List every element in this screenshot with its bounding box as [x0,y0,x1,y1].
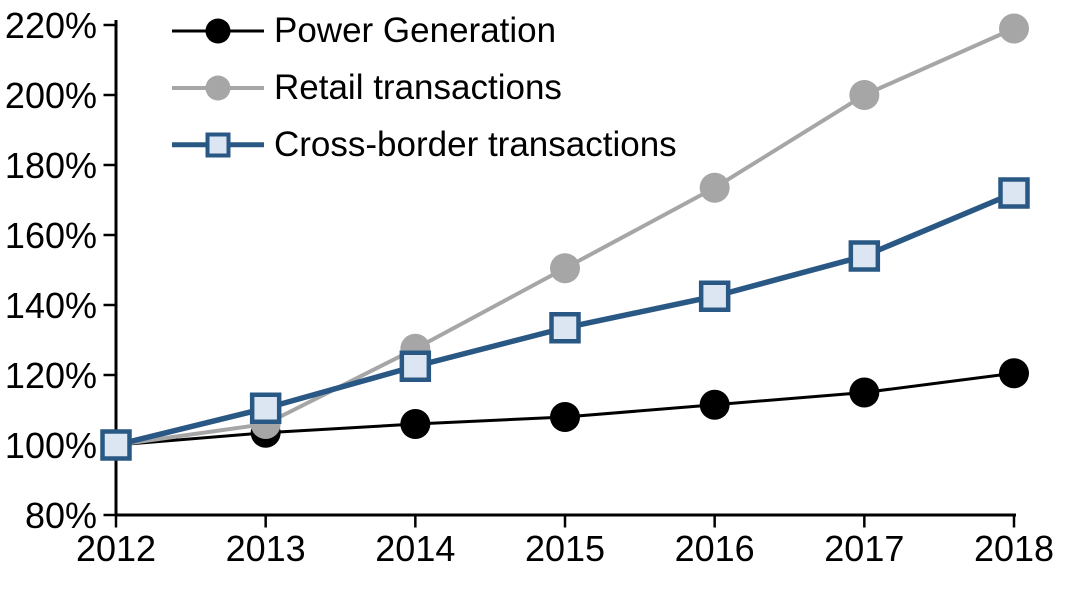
data-point-power-generation-2015 [550,402,580,432]
x-tick-label: 2016 [675,528,755,569]
data-point-retail-transactions-2016 [699,172,730,203]
legend-label-power-generation: Power Generation [274,11,557,50]
legend-swatch-cross-border-transactions [172,128,264,162]
data-point-cross-border-transactions-2013 [249,392,282,424]
x-tick-label: 2015 [525,528,605,569]
data-point-power-generation-2017 [849,377,880,408]
data-point-cross-border-transactions-2016 [698,280,731,312]
legend-swatch-retail-transactions [172,71,264,105]
square-marker-icon [205,132,231,157]
legend-label-cross-border-transactions: Cross-border transactions [274,125,677,164]
legend-item-retail-transactions: Retail transactions [172,59,677,116]
x-tick-label: 2012 [76,528,156,569]
data-point-power-generation-2016 [699,389,730,420]
data-point-cross-border-transactions-2015 [549,312,581,344]
legend-label-retail-transactions: Retail transactions [274,68,562,107]
y-tick-label: 100% [5,425,97,466]
data-point-retail-transactions-2018 [999,13,1029,44]
circle-marker-icon [205,18,231,43]
y-tick-label: 180% [5,145,97,186]
data-point-cross-border-transactions-2017 [848,240,881,272]
data-point-retail-transactions-2015 [550,253,580,284]
y-tick-label: 120% [5,355,97,396]
circle-marker-icon [205,75,231,100]
y-tick-label: 80% [25,495,97,536]
data-point-cross-border-transactions-2014 [399,350,432,382]
x-tick-label: 2017 [824,528,904,569]
y-tick-label: 200% [5,75,97,116]
x-tick-label: 2013 [226,528,306,569]
x-tick-label: 2018 [974,528,1054,569]
legend-item-cross-border-transactions: Cross-border transactions [172,116,677,173]
data-point-power-generation-2014 [400,409,431,439]
data-point-cross-border-transactions-2012 [100,429,132,461]
legend-item-power-generation: Power Generation [172,2,677,59]
chart-legend: Power Generation Retail transactions Cro… [172,2,677,173]
x-tick-label: 2014 [375,528,455,569]
y-tick-label: 220% [5,5,97,46]
data-point-retail-transactions-2017 [849,80,880,110]
legend-swatch-power-generation [172,14,264,48]
y-tick-label: 140% [5,285,97,326]
y-tick-label: 160% [5,215,97,256]
data-point-power-generation-2018 [999,358,1029,389]
data-point-cross-border-transactions-2018 [998,177,1030,209]
